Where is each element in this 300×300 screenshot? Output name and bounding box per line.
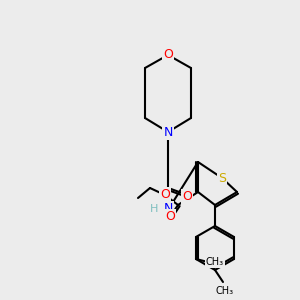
Text: O: O	[163, 49, 173, 62]
Text: CH₃: CH₃	[216, 286, 234, 296]
Text: H: H	[150, 204, 158, 214]
Text: N: N	[163, 202, 173, 215]
Text: N: N	[163, 125, 173, 139]
Text: S: S	[218, 172, 226, 184]
Text: O: O	[160, 188, 170, 202]
Text: O: O	[182, 190, 192, 203]
Text: O: O	[165, 211, 175, 224]
Text: CH₃: CH₃	[206, 257, 224, 267]
